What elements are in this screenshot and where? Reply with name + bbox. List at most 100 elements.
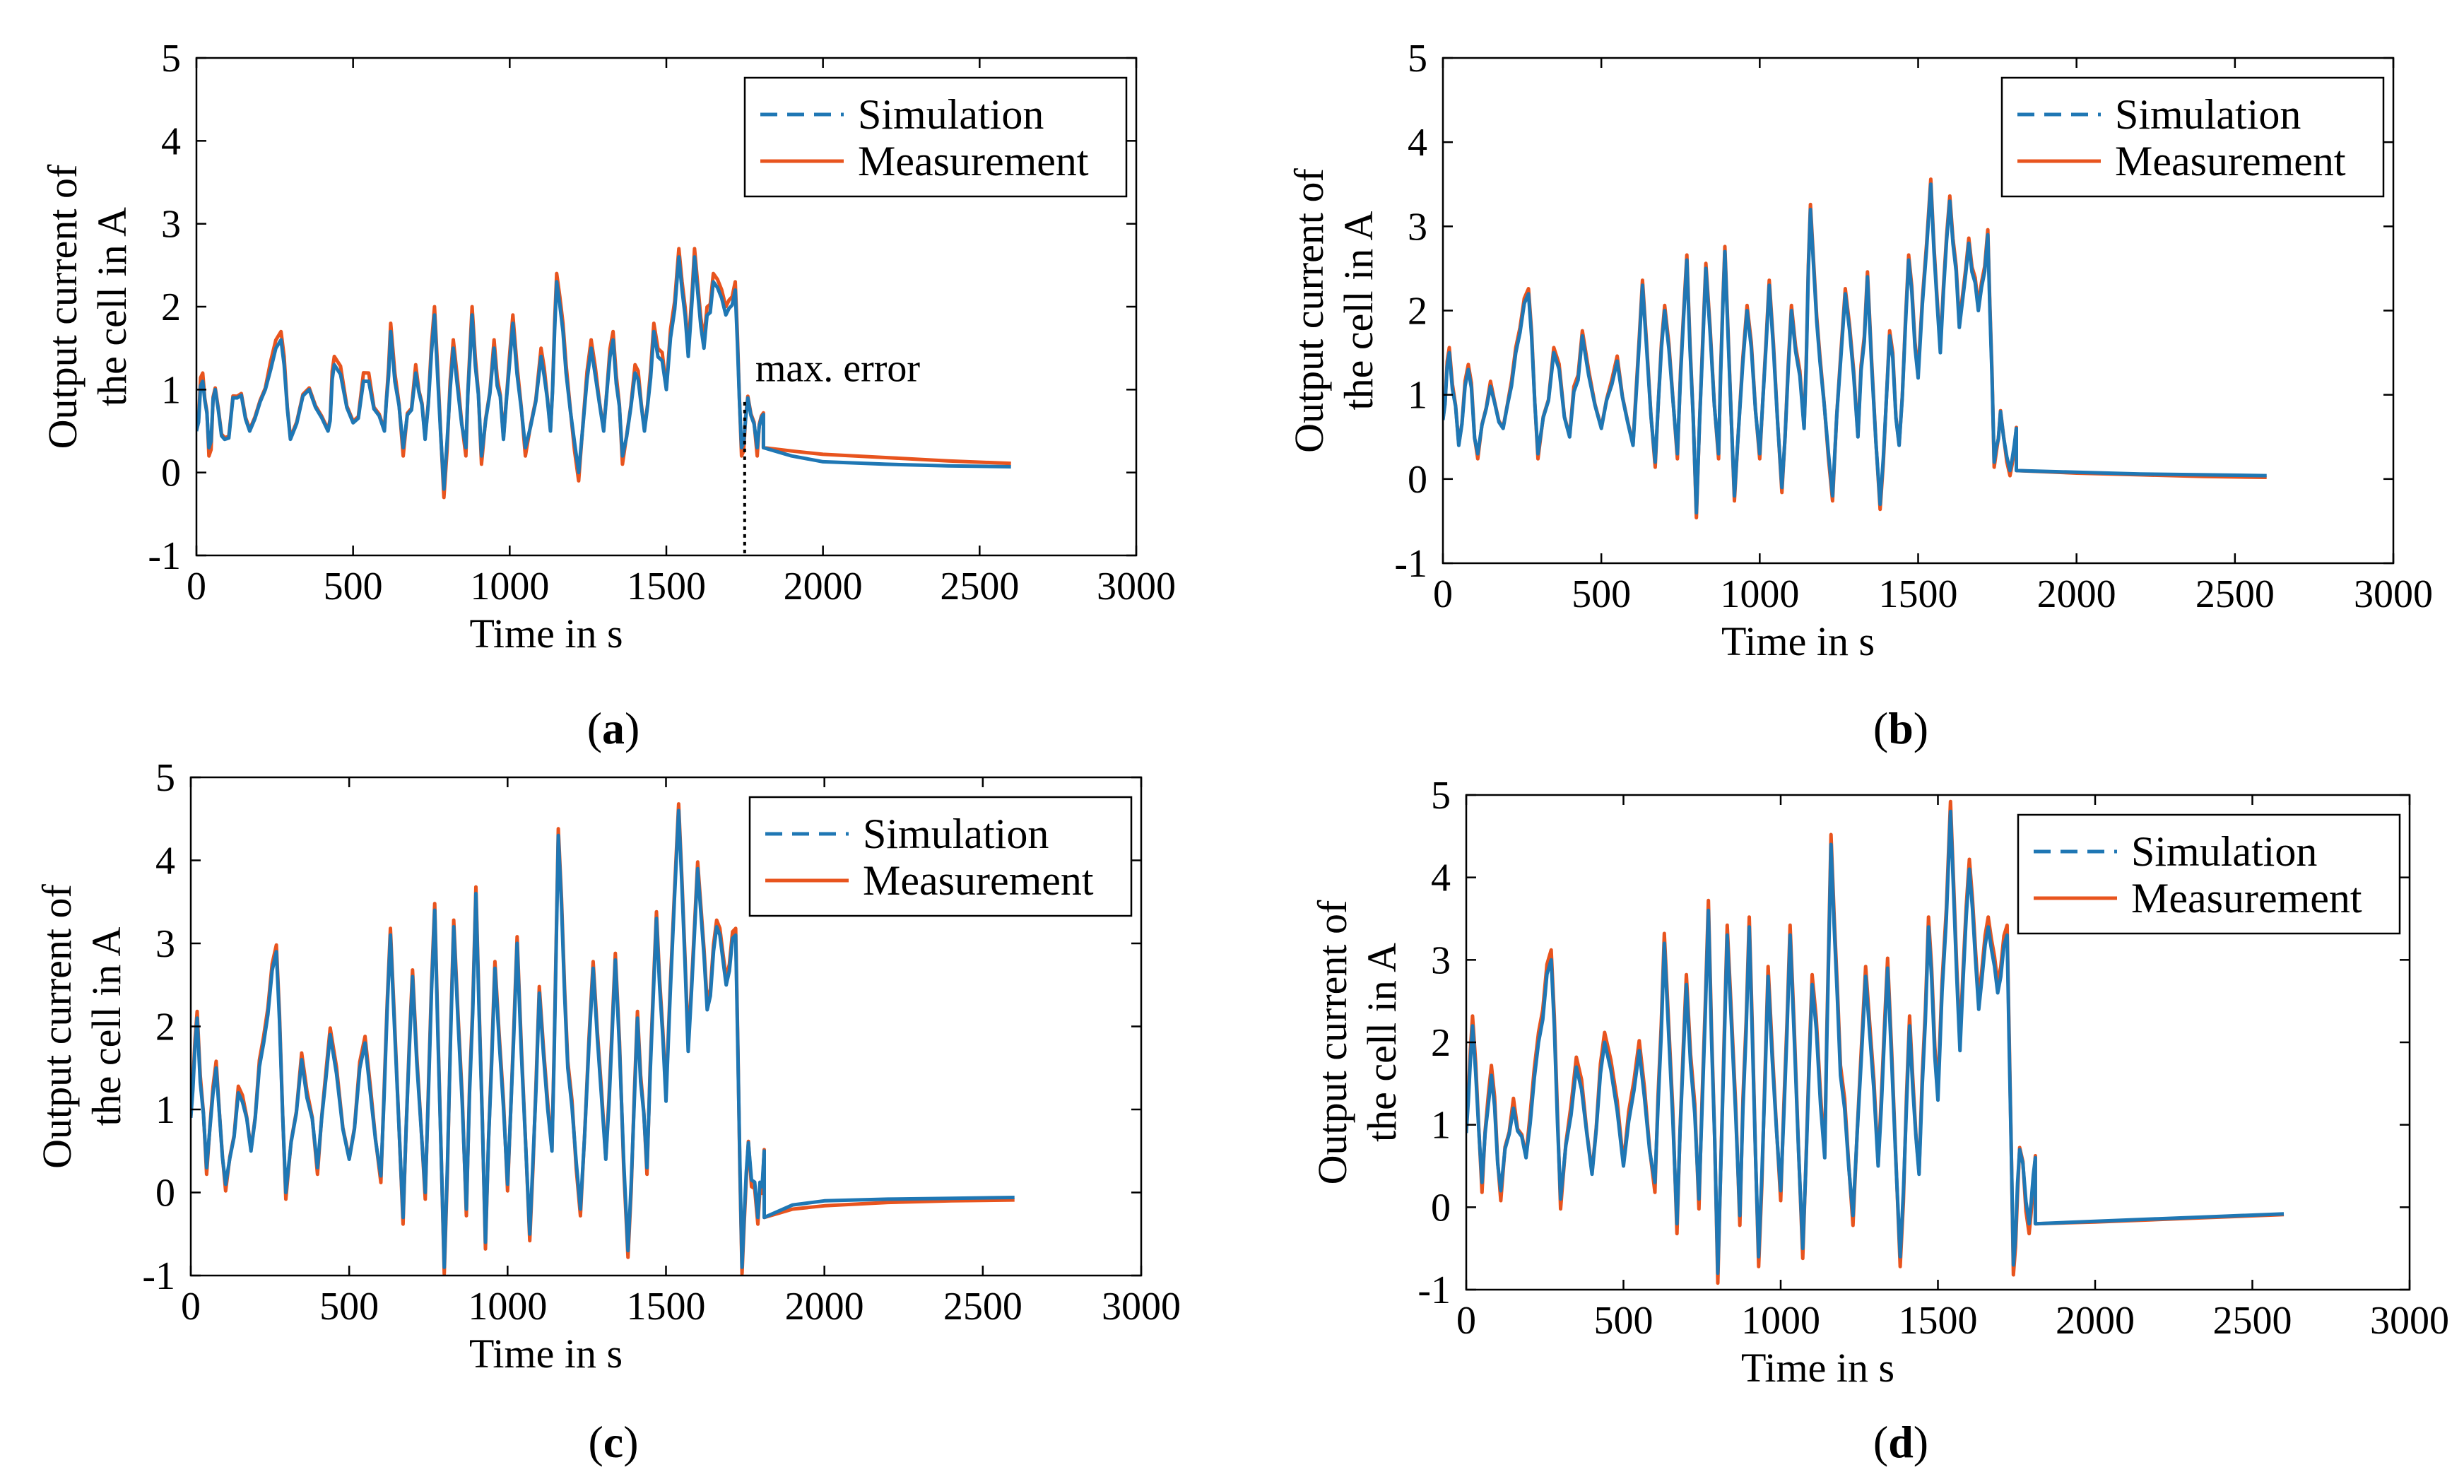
caption-letter: b [1888, 703, 1914, 753]
series-lines [196, 247, 1011, 500]
y-tick-label: -1 [1417, 1268, 1451, 1312]
y-tick-label: 4 [1408, 121, 1427, 165]
x-tick-label: 2500 [2195, 572, 2275, 616]
y-tick-label: 5 [161, 37, 181, 81]
legend-simulation-label: Simulation [858, 91, 1044, 138]
y-tick-label: -1 [148, 534, 181, 578]
x-tick-label: 1500 [627, 1285, 706, 1329]
y-tick-label: 0 [1408, 458, 1427, 502]
y-tick-label: 4 [1431, 856, 1451, 900]
x-tick-label: 3000 [1102, 1285, 1181, 1329]
x-tick-label: 1500 [1879, 572, 1958, 616]
x-tick-label: 2000 [784, 565, 863, 608]
y-axis-label-line1: Output current of [1309, 900, 1355, 1184]
caption-close-paren: ) [623, 1417, 638, 1467]
legend-simulation-label: Simulation [863, 811, 1049, 857]
y-axis-label-line1: Output current of [1286, 167, 1332, 452]
legend-simulation-label: Simulation [2115, 91, 2301, 138]
x-tick-label: 3000 [2370, 1299, 2449, 1343]
simulation-line [1443, 182, 2267, 514]
y-axis-label-line1: Output current of [34, 883, 80, 1168]
caption-letter: a [602, 703, 625, 753]
caption-open-paren: ( [588, 1417, 603, 1467]
x-tick-label: 500 [319, 1285, 379, 1329]
panel-caption: (a) [587, 703, 640, 753]
y-tick-label: 1 [161, 368, 181, 412]
y-tick-label: 3 [1408, 205, 1427, 249]
panel-caption: (b) [1873, 703, 1928, 753]
x-tick-label: 0 [181, 1285, 201, 1329]
y-tick-label: 5 [1431, 774, 1451, 818]
x-tick-label: 2000 [785, 1285, 864, 1329]
legend-measurement-label: Measurement [2115, 138, 2346, 184]
legend-measurement-label: Measurement [2131, 875, 2362, 921]
simulation-line [1466, 809, 2285, 1276]
x-axis-label: Time in s [469, 611, 623, 656]
y-tick-label: 2 [161, 285, 181, 329]
caption-open-paren: ( [1873, 1417, 1888, 1467]
x-axis-label: Time in s [1721, 618, 1875, 664]
x-tick-label: 0 [187, 565, 206, 608]
caption-close-paren: ) [1914, 703, 1928, 753]
caption-close-paren: ) [625, 703, 639, 753]
y-tick-label: -1 [1394, 542, 1427, 586]
y-tick-label: 2 [155, 1006, 175, 1049]
legend-box [2017, 813, 2401, 935]
y-axis-label-line2: the cell in A [83, 926, 129, 1126]
y-tick-label: 1 [1431, 1104, 1451, 1148]
y-axis-label-line1: Output current of [40, 164, 86, 449]
panel-caption: (c) [588, 1417, 638, 1467]
x-tick-label: 2000 [2037, 572, 2116, 616]
series-lines [1466, 799, 2285, 1285]
x-tick-label: 500 [1572, 572, 1631, 616]
caption-open-paren: ( [587, 703, 602, 753]
y-tick-label: 2 [1431, 1021, 1451, 1065]
y-tick-label: 5 [1408, 37, 1427, 81]
x-axis-label: Time in s [1741, 1345, 1894, 1391]
legend-measurement-label: Measurement [863, 857, 1094, 904]
x-tick-label: 1000 [1741, 1299, 1820, 1343]
measurement-line [1443, 177, 2267, 520]
x-tick-label: 500 [1594, 1299, 1654, 1343]
y-tick-label: 0 [155, 1172, 175, 1215]
x-tick-label: 1000 [470, 565, 549, 608]
series-lines [191, 802, 1015, 1276]
y-axis-label-line2: the cell in A [1336, 211, 1381, 410]
series-lines [1443, 177, 2267, 520]
y-tick-label: 1 [155, 1088, 175, 1132]
legend-measurement-label: Measurement [858, 138, 1089, 184]
x-tick-label: 3000 [2354, 572, 2433, 616]
y-tick-label: 3 [161, 203, 181, 247]
y-tick-label: 0 [161, 452, 181, 495]
caption-letter: c [603, 1417, 623, 1467]
max-error-label: max. error [755, 347, 921, 391]
y-tick-label: 3 [155, 922, 175, 966]
caption-close-paren: ) [1914, 1417, 1928, 1467]
x-tick-label: 3000 [1097, 565, 1176, 608]
y-tick-label: 1 [1408, 374, 1427, 418]
y-tick-label: 4 [161, 119, 181, 163]
legend-box [743, 76, 1128, 198]
x-tick-label: 2500 [943, 1285, 1022, 1329]
x-tick-label: 1000 [1720, 572, 1799, 616]
simulation-line [196, 255, 1011, 491]
caption-letter: d [1888, 1417, 1914, 1467]
caption-open-paren: ( [1873, 703, 1888, 753]
x-tick-label: 0 [1456, 1299, 1476, 1343]
x-tick-label: 0 [1433, 572, 1453, 616]
panel-caption: (d) [1873, 1417, 1928, 1467]
y-tick-label: 5 [155, 756, 175, 800]
x-tick-label: 1500 [1899, 1299, 1978, 1343]
y-tick-label: 0 [1431, 1186, 1451, 1230]
x-axis-label: Time in s [469, 1331, 623, 1377]
simulation-line [191, 808, 1015, 1269]
y-tick-label: 2 [1408, 290, 1427, 334]
